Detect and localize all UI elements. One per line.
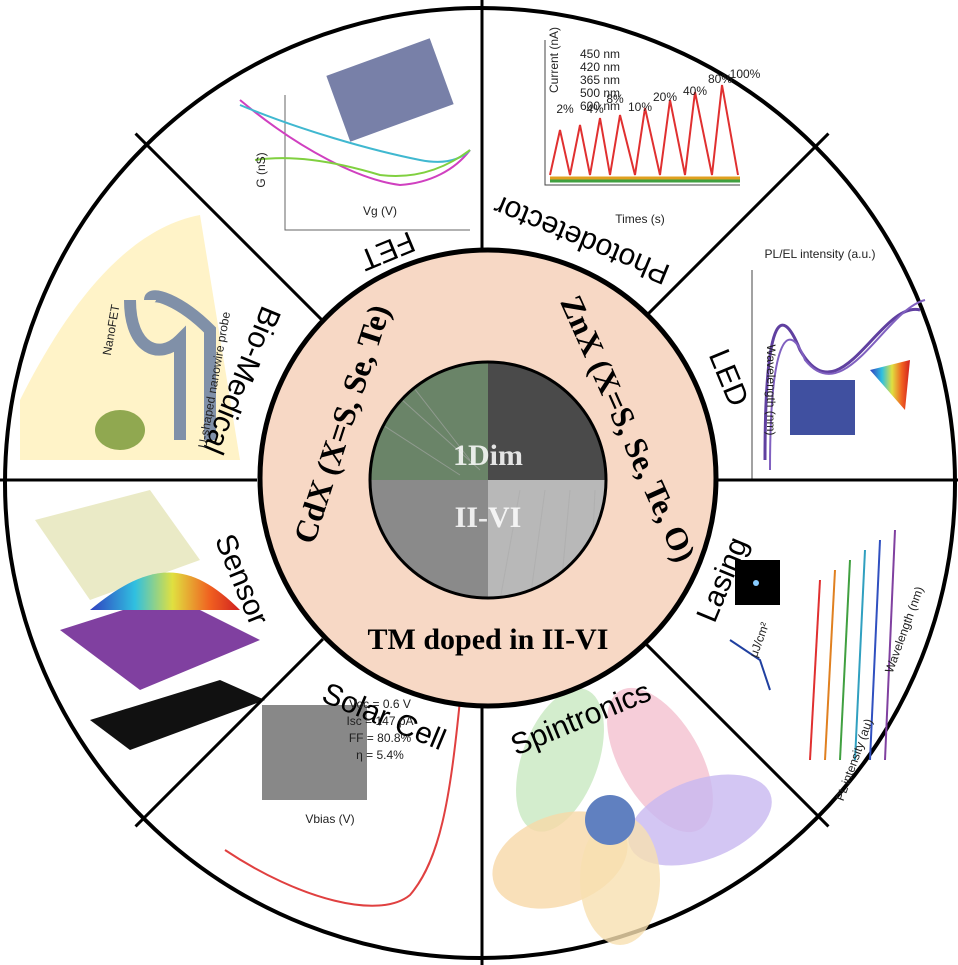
- divider: [134, 132, 324, 322]
- spintronics-panel: [492, 687, 772, 945]
- panel-text: 365 nm: [580, 73, 620, 87]
- bio-panel: [20, 215, 240, 460]
- panel-text: 10%: [628, 100, 652, 114]
- panel-text: 100%: [730, 67, 761, 81]
- divider: [640, 132, 830, 322]
- fet-panel: [239, 38, 471, 231]
- divider: [134, 638, 324, 828]
- panel-text: 40%: [683, 84, 707, 98]
- panel-text: Isc = 147 pA: [346, 714, 413, 728]
- panel-text: 8%: [606, 92, 624, 106]
- panel-text: 450 nm: [580, 47, 620, 61]
- panel-text: 500 nm: [580, 86, 620, 100]
- center-image-border: [368, 360, 608, 600]
- panel-text: 600 nm: [580, 99, 620, 113]
- panel-text: 4%: [586, 102, 604, 116]
- lasing-panel: [729, 529, 896, 761]
- tm-title: TM doped in II-VI: [368, 623, 609, 656]
- sensor-panel: [35, 490, 265, 750]
- panel-text: Vbias (V): [305, 812, 354, 826]
- panel-text: 80%: [708, 72, 732, 86]
- photodetector-panel: [544, 40, 740, 186]
- image-label: 1Dim: [453, 439, 523, 472]
- panel-text: η = 5.4%: [356, 748, 404, 762]
- panel-text: FF = 80.8%: [349, 731, 412, 745]
- panel-text: Wavelength (nm): [764, 345, 778, 436]
- panel-text: Vg (V): [363, 204, 397, 218]
- panel-text: PL/EL intensity (a.u.): [765, 247, 876, 261]
- panel-text: 2%: [556, 102, 574, 116]
- solar-panel: [224, 699, 461, 907]
- panel-text: Voc = 0.6 V: [349, 697, 411, 711]
- panel-text: G (nS): [254, 152, 268, 187]
- divider: [640, 638, 830, 828]
- image-label: II-VI: [455, 501, 522, 534]
- panel-text: Times (s): [615, 212, 665, 226]
- panel-text: 420 nm: [580, 60, 620, 74]
- panel-text: Current (nA): [547, 27, 561, 93]
- panel-text: 20%: [653, 90, 677, 104]
